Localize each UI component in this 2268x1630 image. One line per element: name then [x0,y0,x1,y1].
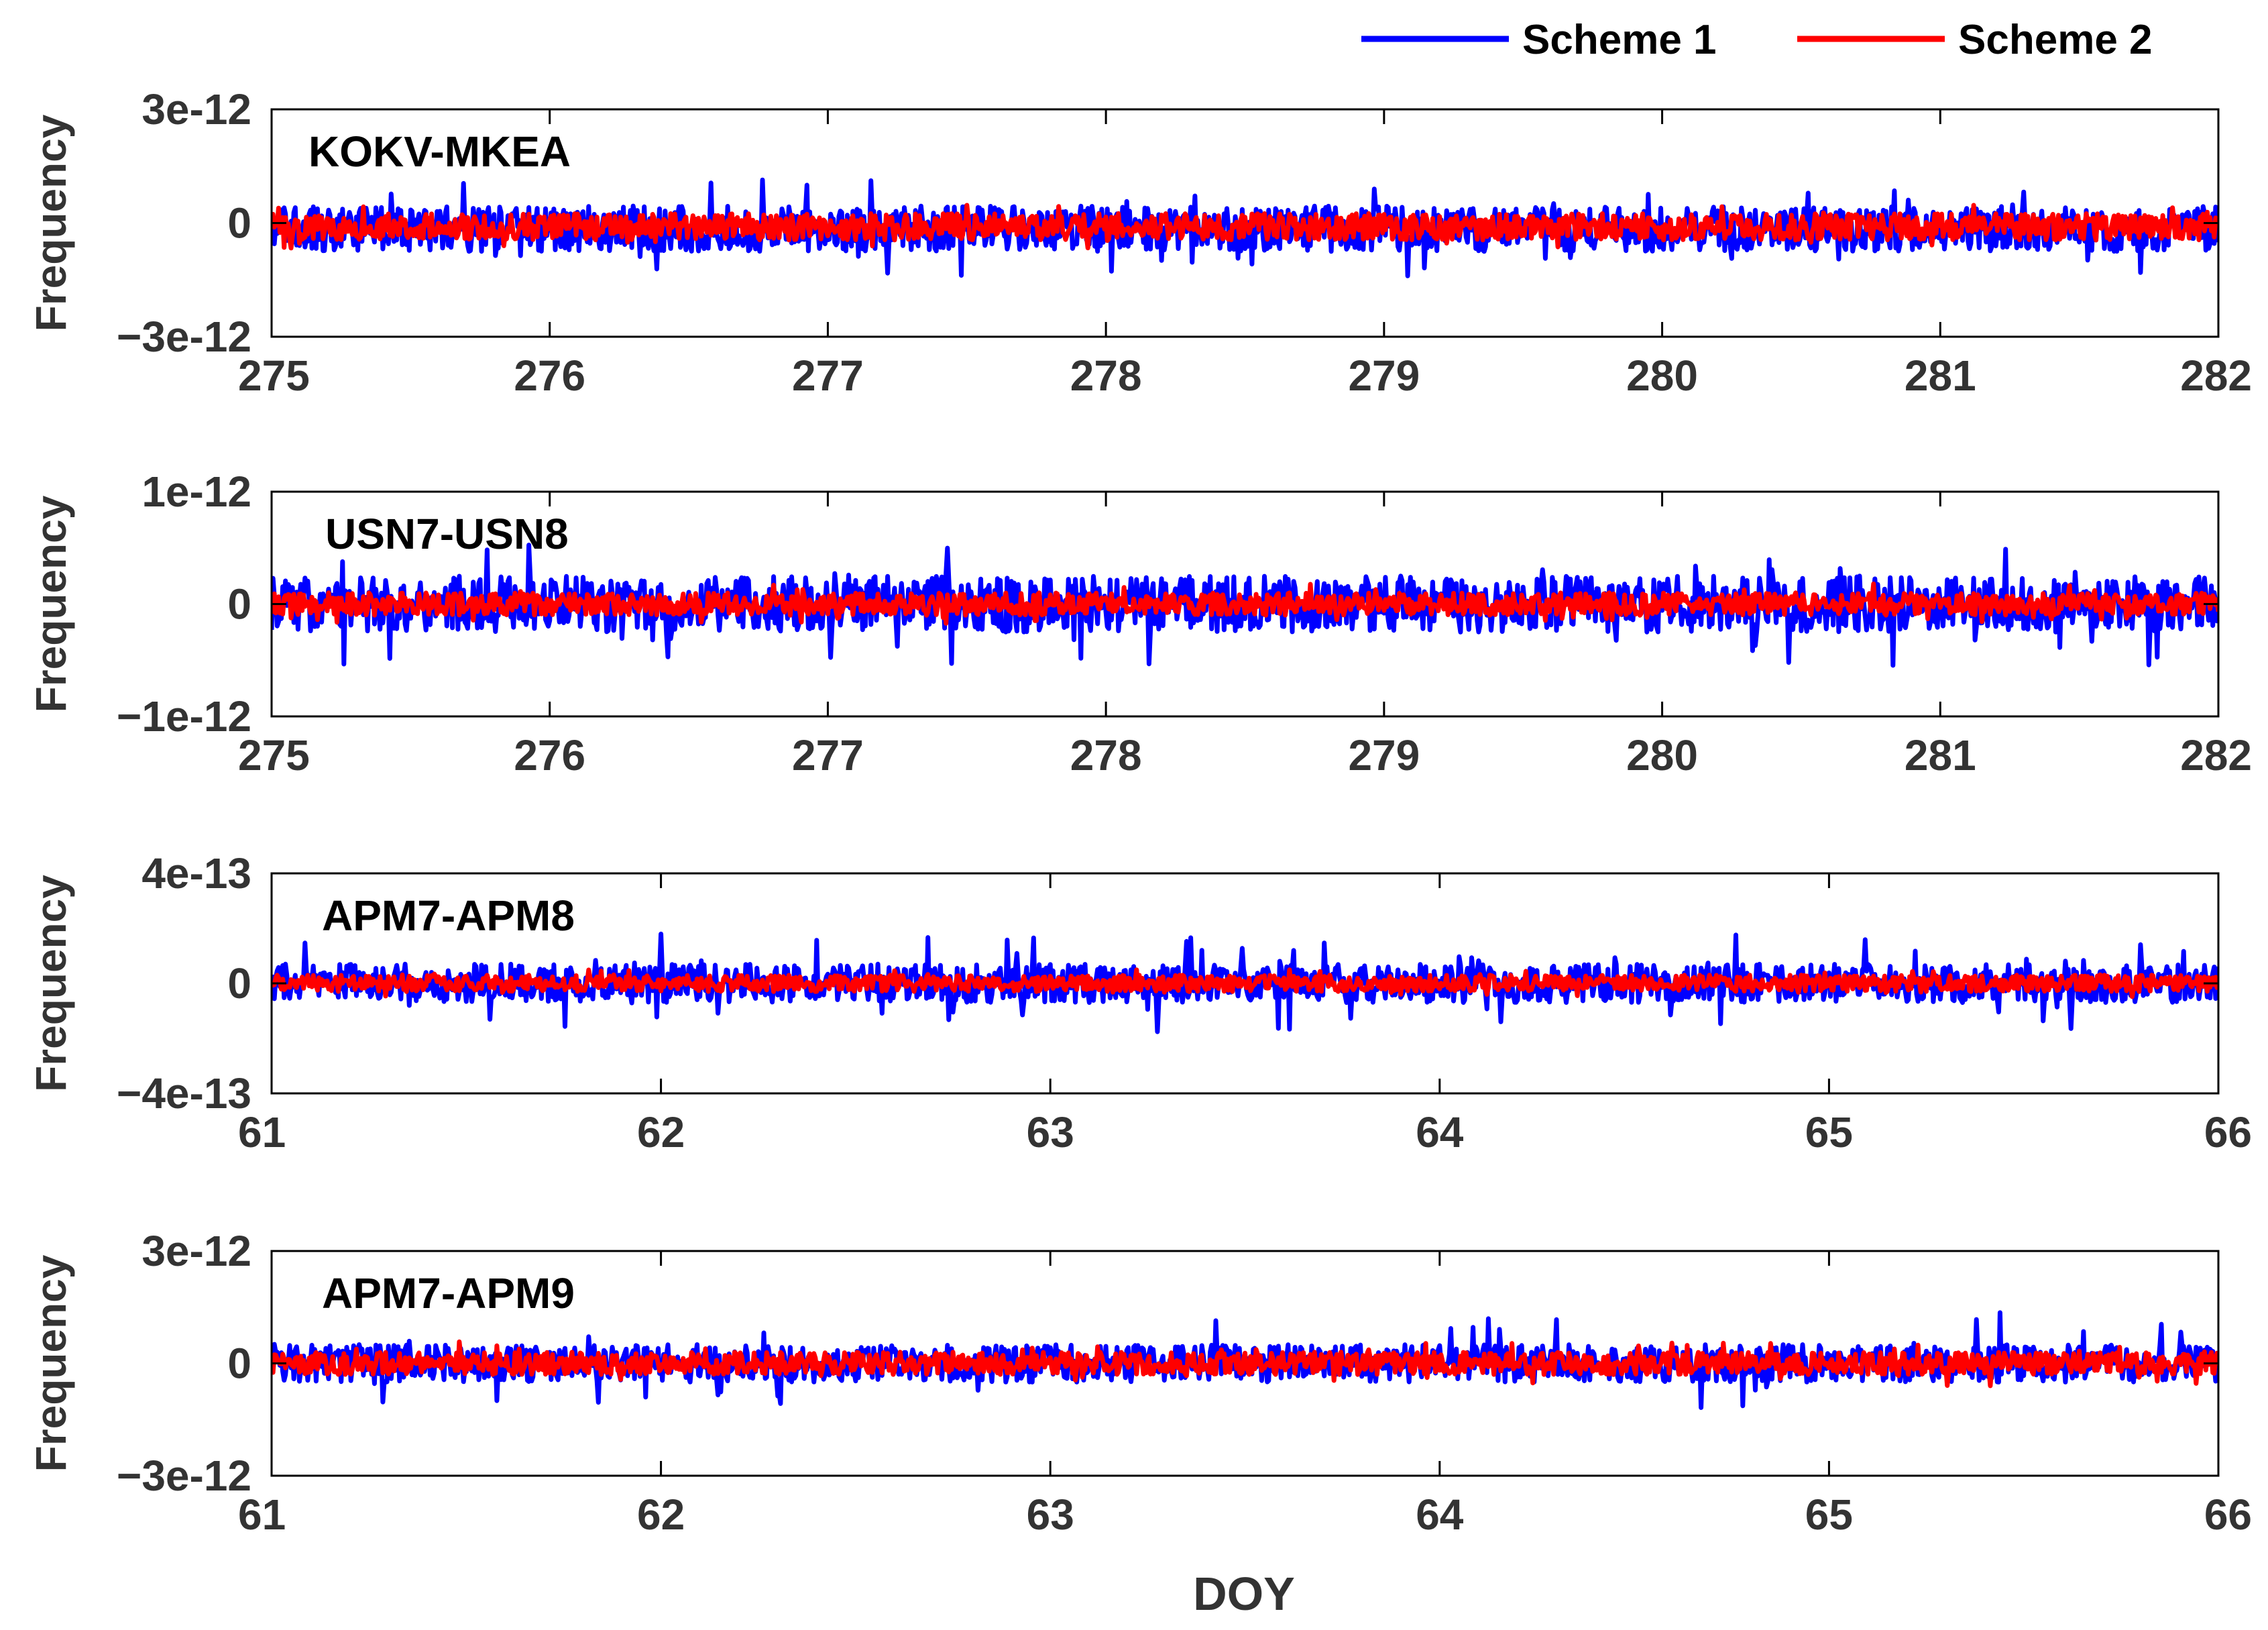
x-tick-label: 280 [1626,731,1698,779]
x-tick-label: 278 [1070,351,1142,400]
x-tick-label: 277 [792,351,864,400]
legend: Scheme 1 Scheme 2 [1361,17,2153,63]
series-scheme-2-line [272,1339,2218,1389]
y-tick-label: −1e-12 [117,692,251,741]
series-scheme-2-line [272,581,2218,626]
panel-usn7-usn8: 275 276 277 278 279 280 281 282 1e-12 0 −1e-12 Freq… [27,468,2252,779]
legend-label-scheme-2: Scheme 2 [1958,17,2153,63]
legend-label-scheme-1: Scheme 1 [1522,17,1717,63]
y-tick-label: 1e-12 [141,468,251,516]
x-tick-label: 279 [1348,731,1420,779]
panel-label: USN7-USN8 [325,510,569,558]
y-axis-title: Frequency [27,114,75,331]
x-tick-label: 280 [1626,351,1698,400]
panel-apm7-apm8: 61 62 63 64 65 66 4e-13 0 −4e-13 Frequency APM7-AP… [27,849,2252,1156]
y-tick-label: 3e-12 [141,85,251,133]
x-tick-label: 66 [2204,1490,2252,1539]
series-scheme-2-line [272,203,2218,251]
y-tick-label: 4e-13 [141,849,251,898]
x-tick-label: 276 [514,731,585,779]
x-tick-label: 276 [514,351,585,400]
y-tick-label: 0 [227,1340,251,1388]
x-tick-label: 64 [1416,1108,1464,1156]
panel-kokv-mkea: 275 276 277 278 279 280 281 282 3e-12 0 −3e-12 Freq… [27,85,2252,400]
panel-label: APM7-APM9 [322,1269,575,1317]
x-tick-label: 63 [1027,1490,1074,1539]
series-scheme-1-line [272,543,2218,668]
y-tick-label: 0 [227,199,251,248]
x-tick-label: 63 [1027,1108,1074,1156]
y-tick-label: −4e-13 [117,1069,251,1118]
series-scheme-2-line [272,967,2218,999]
x-tick-label: 62 [637,1108,685,1156]
panel-label: KOKV-MKEA [308,127,571,176]
x-tick-label: 64 [1416,1490,1464,1539]
y-axis-title: Frequency [27,495,75,712]
x-tick-label: 281 [1905,731,1976,779]
panel-apm7-apm9: 61 62 63 64 65 66 3e-12 0 −3e-12 Frequency APM7-AP… [27,1227,2252,1539]
x-tick-label: 65 [1805,1490,1853,1539]
y-tick-label: 3e-12 [141,1227,251,1275]
y-axis-title: Frequency [27,1254,75,1472]
y-tick-label: 0 [227,580,251,629]
x-tick-label: 282 [2180,731,2252,779]
x-tick-label: 282 [2180,351,2252,400]
y-tick-label: 0 [227,959,251,1008]
x-tick-label: 65 [1805,1108,1853,1156]
y-tick-label: −3e-12 [117,1452,251,1500]
x-axis-title: DOY [1193,1568,1295,1620]
panel-label: APM7-APM8 [322,891,575,940]
x-tick-label: 278 [1070,731,1142,779]
x-tick-label: 275 [238,731,310,779]
x-tick-label: 61 [238,1490,286,1539]
y-tick-label: −3e-12 [117,313,251,361]
x-tick-label: 277 [792,731,864,779]
x-tick-label: 66 [2204,1108,2252,1156]
x-tick-label: 61 [238,1108,286,1156]
y-axis-title: Frequency [27,875,75,1092]
x-tick-label: 275 [238,351,310,400]
x-tick-label: 279 [1348,351,1420,400]
x-tick-label: 281 [1905,351,1976,400]
x-tick-label: 62 [637,1490,685,1539]
